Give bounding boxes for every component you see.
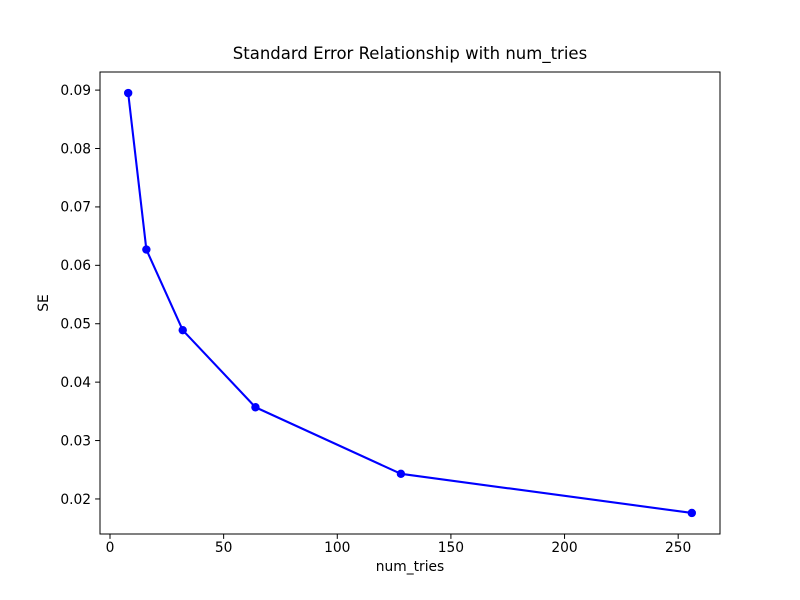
x-tick-label: 250 <box>665 540 691 556</box>
y-axis-label: SE <box>36 294 52 311</box>
x-tick-label: 0 <box>106 540 115 556</box>
data-point-marker <box>142 245 151 254</box>
data-point-marker <box>396 469 406 479</box>
x-tick-label: 150 <box>438 540 464 556</box>
x-axis-label: num_tries <box>376 559 444 575</box>
data-point-marker <box>687 508 697 518</box>
plot-border <box>99 71 721 535</box>
data-point-marker <box>123 88 133 98</box>
y-tick-label: 0.03 <box>60 433 91 449</box>
plot-area: 0 50 100 150 200 250 0.02 0.03 0.04 0.05 0.06 0.07 0… <box>60 71 721 556</box>
x-tick-label: 100 <box>324 540 350 556</box>
x-tick-label: 200 <box>551 540 577 556</box>
data-point-marker <box>178 325 187 335</box>
y-tick-label: 0.04 <box>60 375 91 391</box>
y-tick-label: 0.02 <box>60 492 91 508</box>
y-tick-label: 0.06 <box>60 258 91 274</box>
data-point-marker <box>251 403 260 412</box>
y-tick-label: 0.08 <box>60 141 91 157</box>
y-tick-label: 0.09 <box>60 83 91 99</box>
y-tick-label: 0.05 <box>60 317 91 333</box>
x-tick-label: 50 <box>215 540 233 556</box>
series-line <box>127 91 693 515</box>
chart-title: Standard Error Relationship with num_tri… <box>233 44 587 64</box>
y-tick-label: 0.07 <box>60 200 91 216</box>
